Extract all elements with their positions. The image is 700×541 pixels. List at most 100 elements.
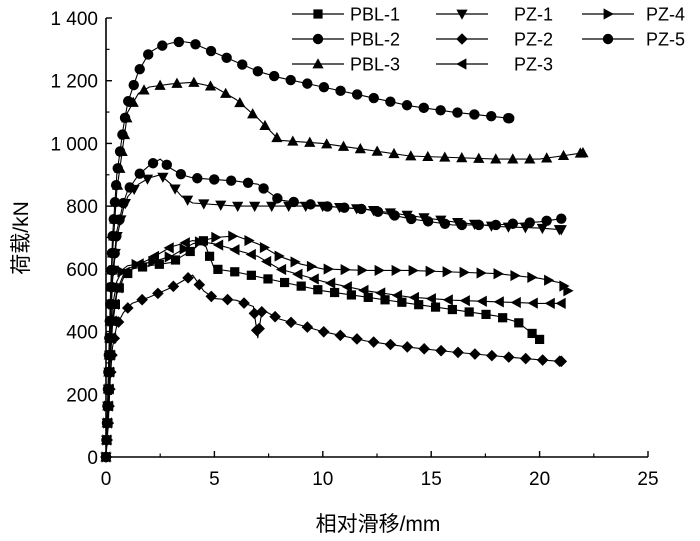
data-point: [486, 111, 497, 122]
data-point: [490, 219, 502, 231]
data-point: [430, 302, 441, 312]
legend-item-pz-4: PZ-4: [582, 5, 685, 25]
data-point: [104, 349, 115, 361]
data-point: [577, 147, 589, 158]
data-point: [524, 217, 535, 228]
data-point: [422, 216, 434, 227]
data-point: [486, 349, 498, 362]
data-point: [230, 267, 240, 277]
data-point: [249, 201, 261, 212]
data-point: [204, 251, 215, 261]
data-point: [164, 251, 175, 263]
y-tick-label: 0: [87, 448, 98, 469]
legend-label: PZ-1: [514, 5, 553, 25]
data-point: [527, 271, 538, 284]
data-point: [290, 256, 301, 268]
data-point: [169, 184, 181, 195]
data-point: [285, 316, 297, 329]
legend-label: PBL-2: [350, 30, 400, 50]
data-point: [371, 145, 383, 156]
legend-label: PZ-2: [514, 30, 553, 50]
data-point: [185, 246, 195, 257]
data-point: [157, 40, 168, 51]
data-point: [302, 78, 313, 89]
data-point: [205, 290, 218, 303]
legend-label: PZ-4: [646, 5, 685, 25]
data-point: [544, 297, 555, 309]
x-axis-label: 相对滑移/mm: [316, 513, 441, 536]
data-point: [408, 291, 419, 304]
data-point: [469, 348, 481, 360]
legend-label: PZ-5: [646, 30, 685, 50]
data-point: [341, 281, 352, 293]
data-point: [271, 131, 283, 143]
data-point: [118, 197, 129, 209]
data-point: [563, 285, 574, 297]
data-point: [317, 325, 330, 338]
series-pz-4: [101, 230, 574, 463]
legend-marker: [312, 58, 324, 69]
data-point: [121, 302, 134, 314]
data-point: [367, 336, 380, 348]
data-point: [244, 234, 255, 247]
legend-marker: [456, 33, 468, 45]
data-point: [527, 328, 537, 339]
data-point: [510, 269, 521, 282]
series-line-pbl-3: [105, 81, 584, 458]
data-point: [476, 267, 487, 279]
data-point: [301, 321, 314, 333]
data-point: [544, 274, 555, 286]
legend-item-pz-2: PZ-2: [436, 30, 553, 50]
data-point: [234, 96, 246, 108]
data-point: [556, 213, 567, 224]
data-point: [225, 175, 237, 186]
data-point: [205, 45, 217, 57]
data-point: [473, 152, 485, 163]
x-tick-label: 25: [637, 469, 658, 490]
data-point: [363, 292, 373, 302]
data-point: [147, 158, 159, 169]
data-point: [391, 289, 403, 301]
y-tick-label: 1 000: [50, 134, 98, 155]
data-point: [109, 248, 120, 259]
y-tick-label: 200: [66, 385, 98, 406]
legend-item-pbl-3: PBL-3: [292, 55, 400, 75]
data-point: [253, 322, 265, 335]
data-point: [414, 300, 424, 310]
x-tick-label: 5: [209, 469, 220, 490]
data-point: [535, 334, 545, 345]
data-point: [425, 293, 436, 305]
series-line-pz-2: [105, 274, 562, 458]
data-point: [179, 237, 190, 249]
data-point: [524, 153, 536, 164]
data-point: [194, 236, 206, 248]
data-point: [406, 213, 417, 225]
data-point: [242, 177, 254, 188]
data-point: [263, 274, 273, 284]
data-point: [304, 136, 316, 147]
data-point: [507, 218, 519, 229]
data-point: [418, 343, 430, 355]
legend-marker: [456, 58, 467, 70]
data-point: [272, 193, 283, 204]
data-point: [288, 196, 299, 208]
data-point: [313, 285, 323, 295]
legend-marker: [603, 8, 614, 20]
data-point: [435, 344, 447, 357]
data-point: [389, 210, 400, 221]
data-point: [215, 200, 227, 211]
data-point: [279, 277, 290, 288]
series-line-pz-3: [105, 240, 562, 458]
data-point: [220, 87, 232, 98]
data-point: [334, 329, 347, 342]
data-point: [459, 266, 470, 278]
legend-marker: [602, 33, 614, 45]
data-point: [536, 223, 548, 235]
data-point: [154, 259, 164, 269]
data-point: [325, 277, 336, 289]
data-point: [170, 255, 181, 265]
data-point: [557, 149, 570, 161]
data-point: [335, 85, 346, 97]
axes: 0 5 10 15 20 25 0 200 400 600 800 1 000 1 200 1 400: [50, 9, 658, 490]
data-point: [385, 96, 396, 107]
